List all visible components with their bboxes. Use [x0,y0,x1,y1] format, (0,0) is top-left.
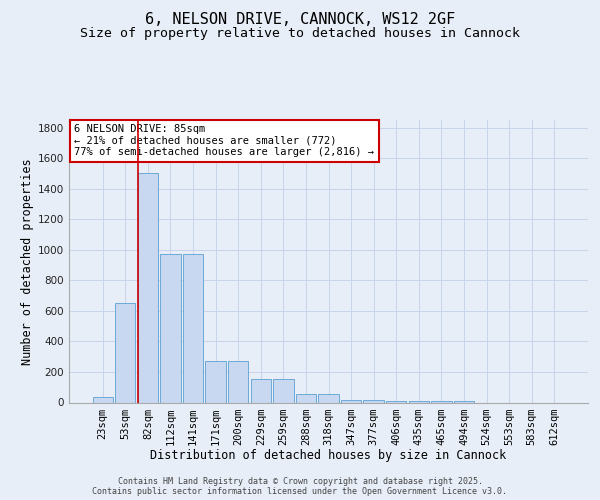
Bar [138,174,158,402]
Text: Contains HM Land Registry data © Crown copyright and database right 2025.
Contai: Contains HM Land Registry data © Crown c… [92,476,508,496]
Text: 6, NELSON DRIVE, CANNOCK, WS12 2GF: 6, NELSON DRIVE, CANNOCK, WS12 2GF [145,12,455,28]
Bar [431,401,452,402]
Bar [319,394,338,402]
Bar [386,401,406,402]
Bar [228,362,248,403]
Bar [183,254,203,402]
Text: 6 NELSON DRIVE: 85sqm
← 21% of detached houses are smaller (772)
77% of semi-det: 6 NELSON DRIVE: 85sqm ← 21% of detached … [74,124,374,158]
X-axis label: Distribution of detached houses by size in Cannock: Distribution of detached houses by size … [151,449,506,462]
Y-axis label: Number of detached properties: Number of detached properties [21,158,34,364]
Bar [364,400,384,402]
Bar [296,394,316,402]
Bar [251,379,271,402]
Bar [409,401,429,402]
Text: Size of property relative to detached houses in Cannock: Size of property relative to detached ho… [80,28,520,40]
Bar [115,303,136,402]
Bar [454,401,474,402]
Bar [273,379,293,402]
Bar [92,397,113,402]
Bar [160,254,181,402]
Bar [341,400,361,402]
Bar [205,362,226,403]
